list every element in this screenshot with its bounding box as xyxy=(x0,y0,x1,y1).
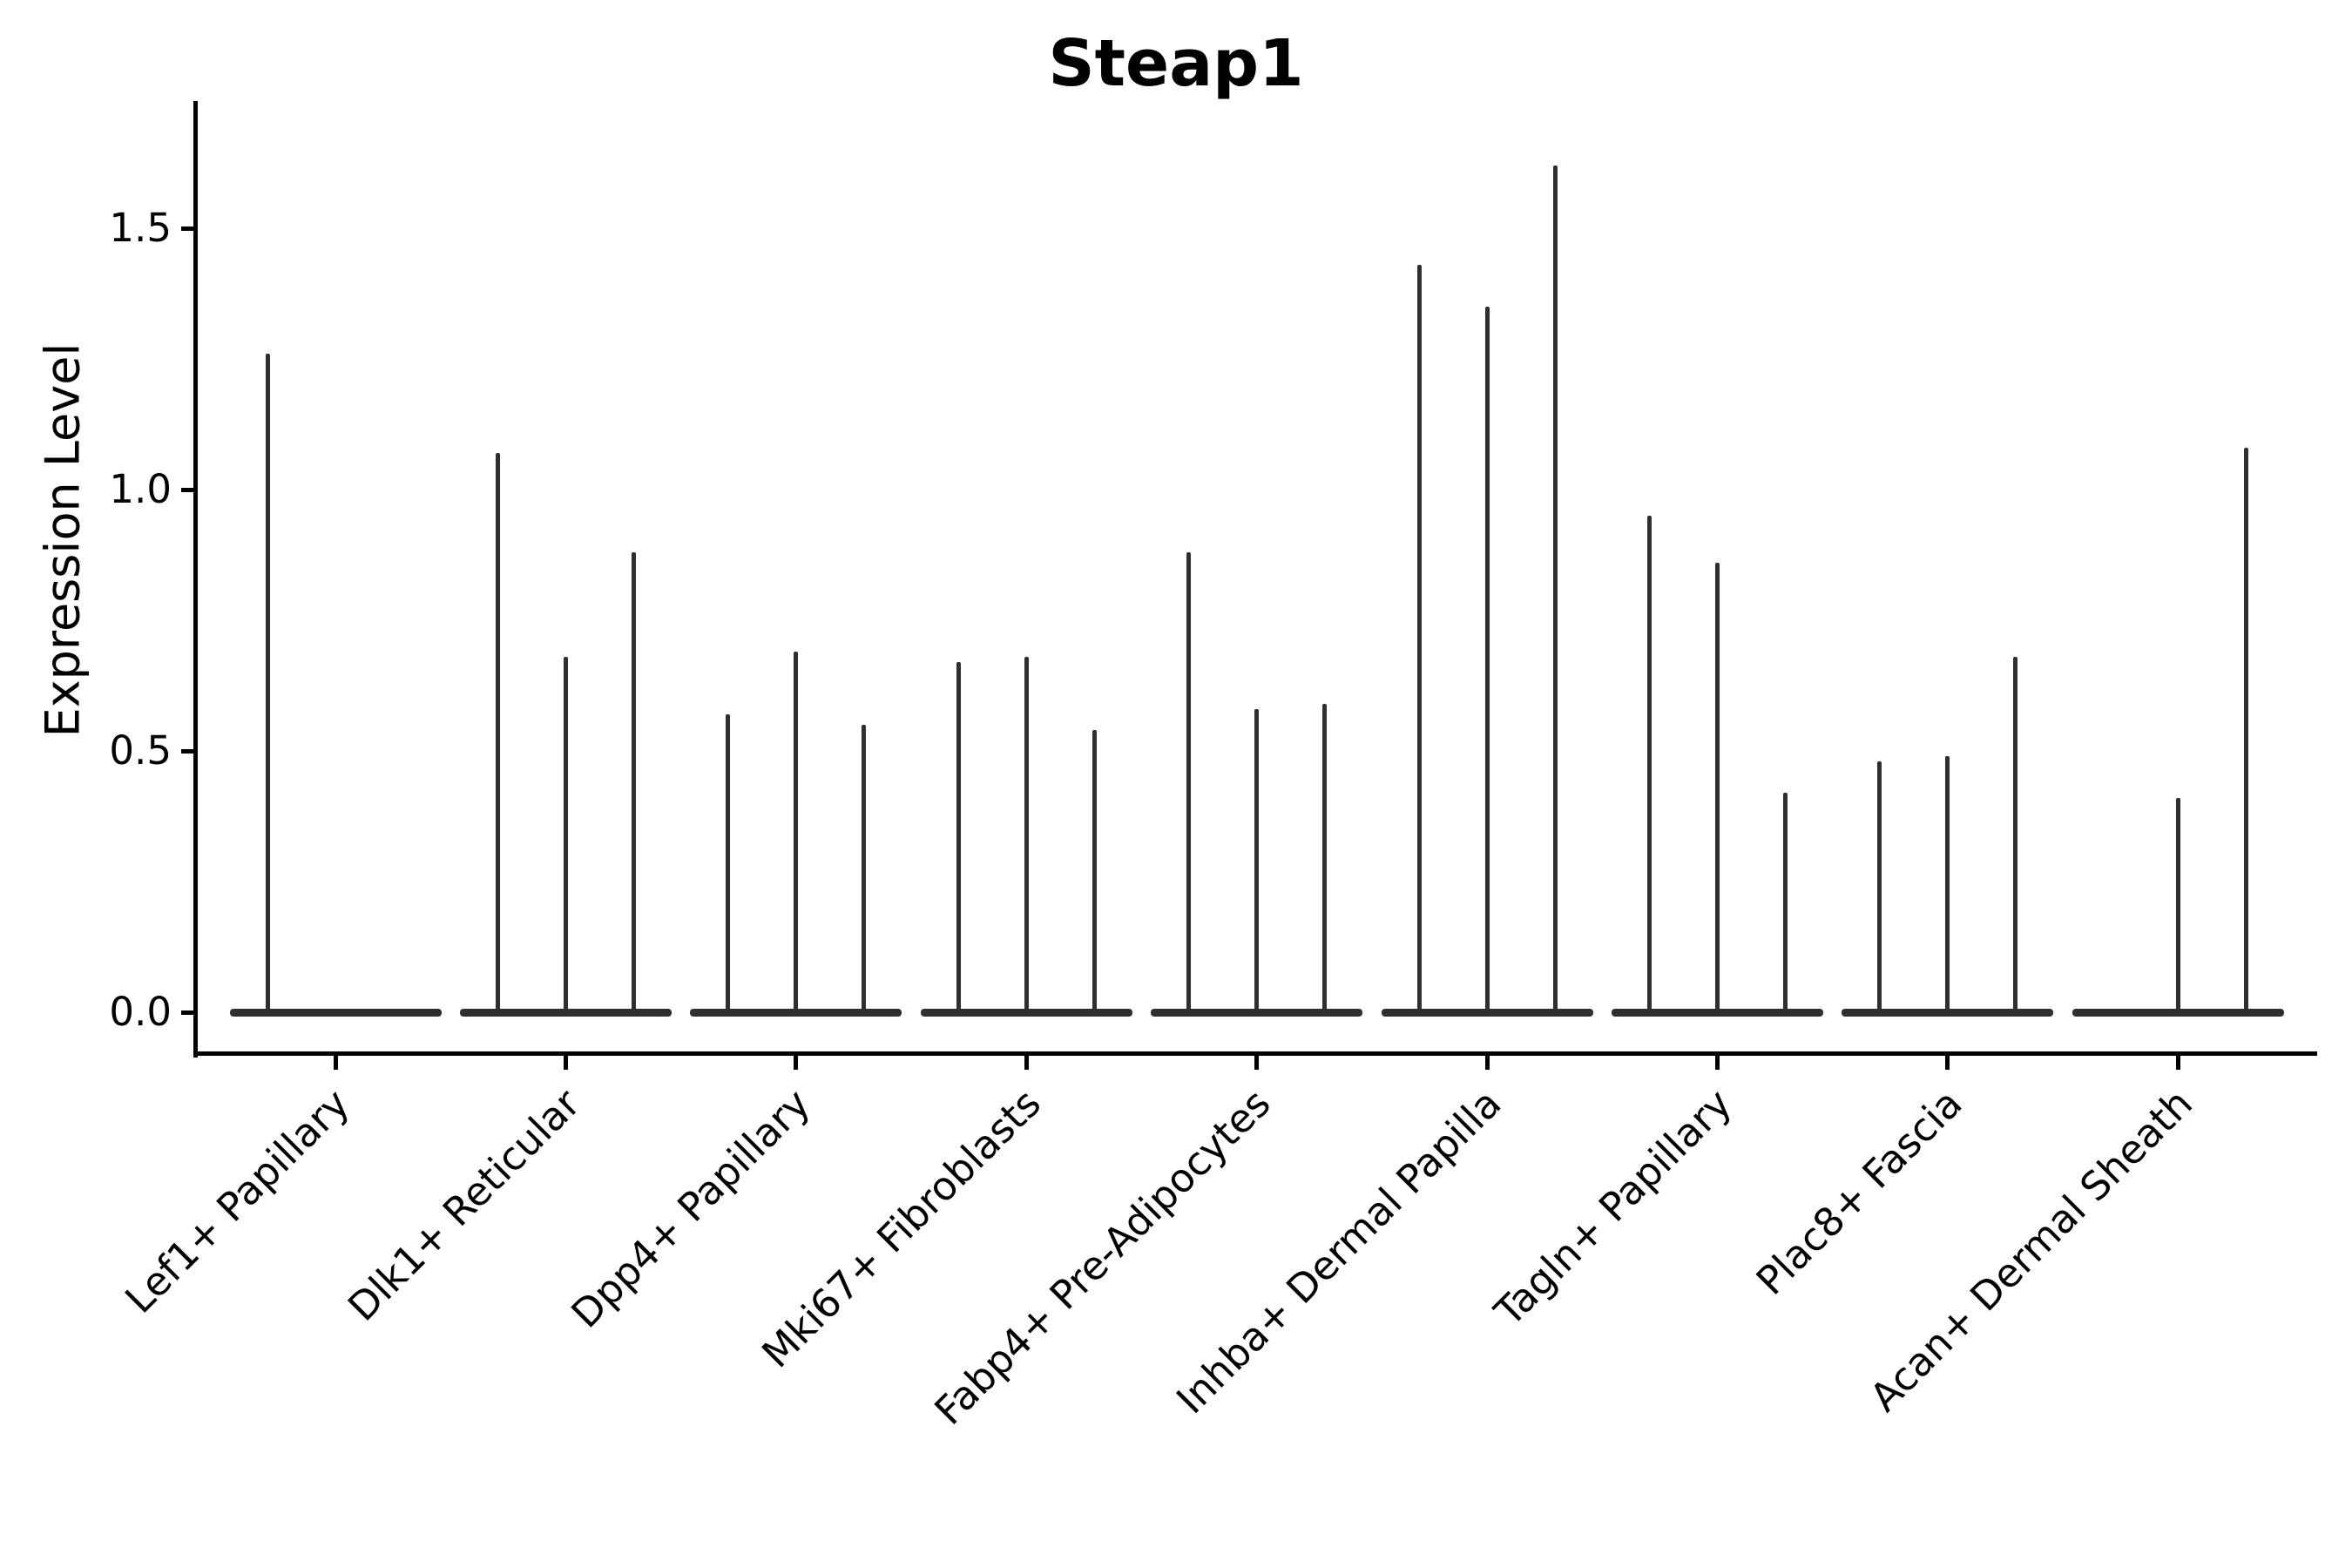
x-tick xyxy=(1254,1056,1260,1070)
violin-spike xyxy=(1024,657,1029,1014)
y-tick-label: 0.5 xyxy=(109,727,172,774)
x-tick xyxy=(2175,1056,2180,1070)
violin-spike xyxy=(1186,552,1192,1014)
x-tick xyxy=(1945,1056,1950,1070)
x-tick xyxy=(563,1056,568,1070)
y-tick-label: 0.0 xyxy=(109,989,172,1035)
x-tick-label: Dpp4+ Papillary xyxy=(562,1079,820,1337)
violin-spike xyxy=(265,354,270,1014)
violin-spike xyxy=(956,662,961,1014)
y-tick-label: 1.0 xyxy=(109,466,172,512)
violin-spike xyxy=(1484,307,1490,1014)
violin-spike xyxy=(726,714,731,1014)
y-tick xyxy=(181,487,193,492)
y-tick xyxy=(181,748,193,754)
violin-spike xyxy=(1322,704,1328,1014)
x-tick-label: Plac8+ Fascia xyxy=(1747,1079,1971,1304)
y-tick xyxy=(181,226,193,231)
violin-spike xyxy=(1254,709,1260,1014)
violin-spike xyxy=(1945,756,1950,1014)
violin-spike xyxy=(563,657,568,1014)
violin-base xyxy=(229,1008,442,1017)
x-tick xyxy=(1024,1056,1029,1070)
violin-spike xyxy=(2243,448,2248,1014)
violin-spike xyxy=(1877,761,1882,1014)
x-tick xyxy=(333,1056,338,1070)
violin-spike xyxy=(862,725,867,1014)
y-tick-label: 1.5 xyxy=(109,205,172,251)
violin-spike xyxy=(1092,730,1097,1014)
violin-spike xyxy=(1646,516,1652,1014)
y-tick xyxy=(181,1010,193,1015)
x-tick-label: Lef1+ Papillary xyxy=(116,1079,359,1322)
x-tick-label: Tagln+ Papillary xyxy=(1485,1079,1740,1335)
violin-spike xyxy=(631,552,636,1014)
x-tick xyxy=(794,1056,799,1070)
y-axis-label: Expression Level xyxy=(35,342,91,738)
x-tick-label: Dlk1+ Reticular xyxy=(338,1079,589,1330)
x-tick xyxy=(1484,1056,1490,1070)
y-axis-line xyxy=(193,101,198,1058)
violin-spike xyxy=(2175,798,2180,1014)
violin-spike xyxy=(1782,793,1788,1014)
x-tick xyxy=(1714,1056,1720,1070)
violin-spike xyxy=(2013,657,2018,1014)
violin-spike xyxy=(794,652,799,1014)
chart-title: Steap1 xyxy=(1048,26,1304,101)
violin-spike xyxy=(495,453,500,1014)
violin-spike xyxy=(1416,265,1422,1014)
violin-spike xyxy=(1552,166,1558,1014)
violin-spike xyxy=(1714,563,1720,1014)
x-axis-line xyxy=(193,1051,2317,1056)
